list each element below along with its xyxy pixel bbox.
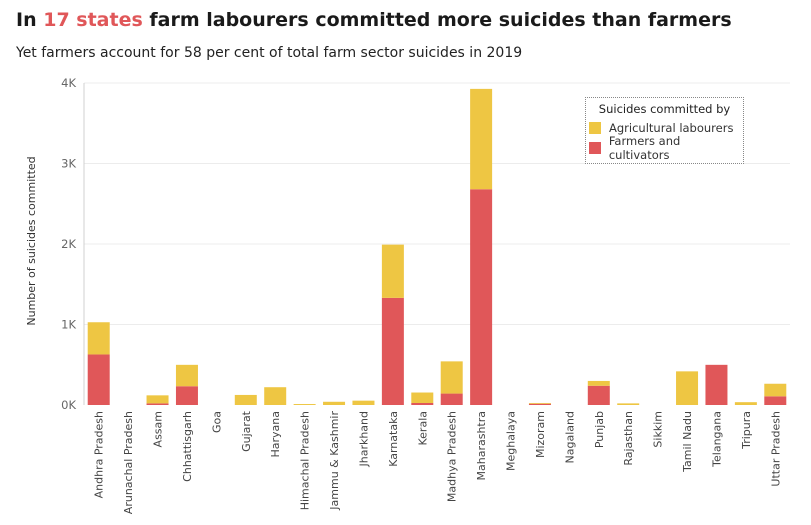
chart-title: In 17 states farm labourers committed mo…: [16, 9, 732, 31]
bar-farmers: [87, 354, 110, 405]
bar-labourers: [587, 380, 610, 386]
bar-farmers: [705, 364, 728, 405]
legend-swatch-farmers: [589, 142, 601, 154]
bar-farmers: [175, 386, 198, 405]
bar-labourers: [323, 401, 346, 405]
bar-labourers: [411, 392, 434, 403]
x-axis: Andhra Pradesh Arunachal Pradesh Assam Chha…: [93, 410, 783, 514]
x-tick-label: Tamil Nadu: [681, 411, 694, 473]
legend-swatch-labourers: [589, 122, 601, 134]
x-tick-label: Rajasthan: [622, 411, 635, 466]
bar-labourers: [381, 244, 404, 298]
x-tick-label: Telangana: [710, 411, 723, 468]
x-tick-label: Tripura: [740, 411, 753, 450]
bar-labourers: [352, 400, 375, 405]
bar-farmers: [381, 297, 404, 405]
y-tick-label: 1K: [61, 318, 76, 332]
x-tick-label: Haryana: [269, 411, 282, 458]
y-tick-label: 3K: [61, 157, 76, 171]
bar-labourers: [764, 383, 787, 397]
bar-labourers: [528, 402, 551, 404]
bar-labourers: [293, 404, 316, 405]
y-axis-label: Number of suicides committed: [25, 156, 38, 325]
bar-farmers: [470, 189, 493, 405]
x-tick-label: Jharkhand: [357, 411, 370, 468]
bar-farmers: [411, 402, 434, 405]
x-tick-label: Gujarat: [240, 410, 253, 452]
bar-labourers: [440, 361, 463, 394]
x-tick-label: Andhra Pradesh: [93, 411, 106, 498]
bar-labourers: [470, 88, 493, 190]
x-tick-label: Sikkim: [652, 411, 665, 448]
y-tick-label: 4K: [61, 76, 76, 90]
y-tick-label: 2K: [61, 237, 76, 251]
bars: [87, 88, 787, 405]
x-tick-label: Karnataka: [387, 411, 400, 467]
bar-labourers: [175, 364, 198, 387]
x-tick-label: Mizoram: [534, 411, 547, 458]
bar-labourers: [234, 394, 257, 405]
bar-labourers: [734, 402, 757, 405]
bar-labourers: [146, 395, 169, 404]
y-tick-label: 0K: [61, 398, 76, 412]
x-tick-label: Meghalaya: [505, 411, 518, 471]
legend-item-farmers: Farmers and cultivators: [589, 134, 743, 162]
bar-labourers: [676, 371, 699, 405]
bar-farmers: [764, 396, 787, 405]
x-tick-label: Maharashtra: [475, 411, 488, 481]
bar-labourers: [264, 387, 287, 405]
legend: Suicides committed by Agricultural labou…: [585, 97, 744, 164]
bar-labourers: [617, 403, 640, 405]
bar-farmers: [528, 403, 551, 405]
x-tick-label: Punjab: [593, 411, 606, 448]
chart-subtitle: Yet farmers account for 58 per cent of t…: [16, 45, 523, 61]
bar-farmers: [440, 393, 463, 405]
title-highlight: 17 states: [43, 9, 143, 31]
legend-title: Suicides committed by: [598, 102, 731, 116]
x-tick-label: Madhya Pradesh: [446, 411, 459, 502]
legend-item-labourers: Agricultural labourers: [589, 121, 733, 135]
x-tick-label: Kerala: [416, 411, 429, 446]
x-tick-label: Arunachal Pradesh: [122, 411, 135, 514]
legend-label-labourers: Agricultural labourers: [609, 121, 734, 135]
bar-farmers: [146, 403, 169, 405]
x-tick-label: Goa: [210, 411, 223, 433]
x-tick-label: Chhattisgarh: [181, 411, 194, 482]
y-axis: 0K 1K 2K 3K 4K: [61, 76, 85, 412]
x-tick-label: Jammu & Kashmir: [328, 411, 341, 511]
bar-labourers: [87, 322, 110, 355]
x-tick-label: Assam: [152, 411, 165, 447]
x-tick-label: Nagaland: [563, 411, 576, 463]
legend-label-farmers: Farmers and cultivators: [608, 134, 681, 162]
bar-farmers: [587, 385, 610, 405]
x-tick-label: Himachal Pradesh: [299, 411, 312, 510]
x-tick-label: Uttar Pradesh: [769, 411, 782, 487]
